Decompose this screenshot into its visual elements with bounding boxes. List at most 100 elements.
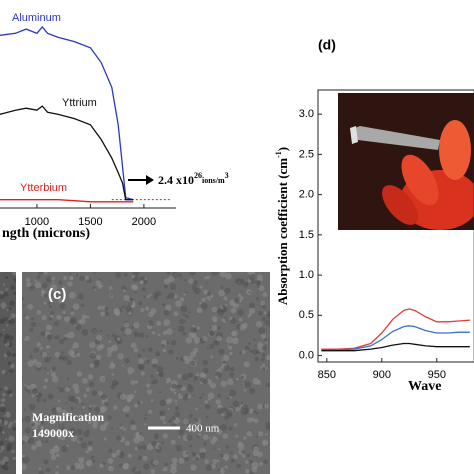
grain xyxy=(192,324,196,328)
grain xyxy=(150,308,157,315)
grain xyxy=(58,423,65,430)
grain xyxy=(229,366,235,372)
grain xyxy=(259,366,263,369)
grain xyxy=(203,368,209,374)
grain xyxy=(55,471,59,474)
grain xyxy=(54,320,60,327)
grain xyxy=(52,281,55,284)
grain xyxy=(27,437,35,444)
grain xyxy=(208,330,215,337)
grain xyxy=(222,453,230,461)
grain xyxy=(87,420,92,425)
grain xyxy=(220,424,228,431)
grain xyxy=(184,456,190,462)
grain xyxy=(44,414,51,422)
grain xyxy=(210,294,214,298)
grain xyxy=(192,457,195,460)
grain xyxy=(179,318,185,325)
data-line xyxy=(0,105,134,201)
grain xyxy=(13,291,16,295)
grain xyxy=(170,466,177,474)
grain xyxy=(68,272,72,275)
grain xyxy=(48,305,52,309)
x-tick-label: 900 xyxy=(373,369,391,381)
grain xyxy=(229,372,235,378)
grain xyxy=(0,445,5,451)
grain xyxy=(171,383,177,389)
grain xyxy=(78,319,83,324)
grain xyxy=(193,347,199,353)
grain xyxy=(44,440,49,444)
grain xyxy=(201,393,205,396)
grain xyxy=(36,392,39,395)
grain xyxy=(223,364,230,372)
grain xyxy=(120,327,125,332)
grain xyxy=(143,362,146,365)
grain xyxy=(235,377,239,381)
grain xyxy=(130,424,137,431)
grain xyxy=(170,439,176,445)
grain xyxy=(68,349,75,356)
grain xyxy=(12,272,16,276)
grain xyxy=(5,276,9,280)
grain xyxy=(185,451,189,455)
grain xyxy=(137,401,142,405)
grain xyxy=(232,454,238,460)
grain xyxy=(131,468,136,473)
grain xyxy=(185,315,189,319)
grain xyxy=(135,469,141,474)
grain xyxy=(162,330,168,336)
grain xyxy=(7,424,12,429)
grain xyxy=(231,331,236,336)
grain xyxy=(195,456,200,461)
grain xyxy=(0,419,3,424)
grain xyxy=(85,459,93,467)
grain xyxy=(130,419,136,425)
grain xyxy=(248,291,251,294)
grain xyxy=(72,383,79,390)
grain xyxy=(139,280,144,285)
grain xyxy=(255,350,261,355)
grain xyxy=(127,366,135,374)
grain xyxy=(62,355,69,362)
grain xyxy=(206,291,211,296)
grain xyxy=(182,395,188,401)
grain xyxy=(229,389,237,397)
grain xyxy=(36,309,42,315)
x-tick-label: 1000 xyxy=(25,216,49,228)
grain xyxy=(258,327,266,335)
grain xyxy=(260,357,265,362)
grain xyxy=(0,290,4,294)
grain xyxy=(50,284,58,292)
grain xyxy=(75,323,82,331)
grain xyxy=(210,355,214,359)
grain xyxy=(188,413,193,418)
annotation: 2.4 x1026ions/m3 xyxy=(158,171,229,187)
grain xyxy=(27,303,34,310)
grain xyxy=(90,455,94,459)
grain xyxy=(233,422,238,427)
grain xyxy=(219,272,227,278)
grain xyxy=(35,440,43,448)
grain xyxy=(247,314,251,318)
grain xyxy=(70,406,74,410)
grain xyxy=(12,456,16,461)
grain xyxy=(84,275,90,281)
grain xyxy=(31,444,37,451)
grain xyxy=(5,287,8,291)
grain xyxy=(254,344,257,347)
grain xyxy=(189,444,193,448)
grain xyxy=(23,338,26,341)
grain xyxy=(190,360,196,366)
grain xyxy=(56,386,60,389)
grain xyxy=(83,394,88,398)
grain xyxy=(134,390,137,394)
grain xyxy=(49,356,52,360)
grain xyxy=(144,357,147,360)
grain xyxy=(156,321,162,326)
grain xyxy=(119,450,124,456)
grain xyxy=(223,296,228,301)
grain xyxy=(137,445,142,450)
grain xyxy=(265,421,270,428)
grain xyxy=(52,407,56,410)
